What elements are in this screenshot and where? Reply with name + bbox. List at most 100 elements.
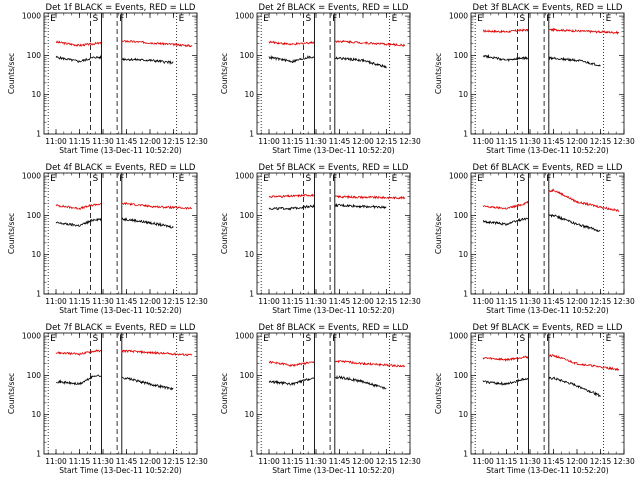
- marker-label-e: E: [50, 14, 56, 24]
- x-tick-label: 11:00: [472, 297, 494, 306]
- x-tick-label: 12:15: [163, 457, 185, 466]
- panel-title: Det 8f BLACK = Events, RED = LLD: [259, 323, 409, 333]
- events-series-line: [55, 54, 174, 66]
- x-tick-label: 12:30: [399, 457, 421, 466]
- events-series-line: [482, 376, 601, 398]
- plot-frame: [470, 12, 625, 135]
- y-axis-label: Counts/sec: [434, 53, 443, 94]
- y-tick-label: 1: [463, 450, 468, 459]
- events-series-line: [55, 217, 174, 229]
- x-tick-label: 12:15: [163, 137, 185, 146]
- x-tick-label: 12:30: [399, 297, 421, 306]
- marker-label-s: S: [305, 14, 311, 24]
- y-tick-label: 1: [249, 130, 254, 139]
- x-tick-label: 11:00: [258, 457, 280, 466]
- y-axis-label: Counts/sec: [7, 213, 16, 254]
- x-tick-label: 12:00: [352, 137, 374, 146]
- lld-series-line: [482, 353, 620, 372]
- y-tick-label: 1: [249, 290, 254, 299]
- plot-frame: [256, 172, 411, 295]
- y-tick-label: 1000: [449, 172, 468, 181]
- marker-label-s: S: [305, 334, 311, 344]
- lld-series-line: [483, 27, 620, 35]
- y-tick-label: 10: [244, 410, 254, 419]
- y-axis-label: Counts/sec: [7, 373, 16, 414]
- x-axis-label: Start Time (13-Dec-11 10:52:20): [272, 146, 394, 155]
- x-tick-label: 12:00: [566, 137, 588, 146]
- panel-title: Det 9f BLACK = Events, RED = LLD: [473, 323, 623, 333]
- marker-label-s: S: [92, 334, 98, 344]
- x-tick-label: 12:30: [613, 137, 635, 146]
- x-tick-label: 11:15: [282, 137, 304, 146]
- x-tick-label: 11:30: [92, 297, 114, 306]
- x-tick-label: 11:15: [282, 457, 304, 466]
- x-axis-label: Start Time (13-Dec-11 10:52:20): [486, 306, 608, 315]
- y-tick-label: 100: [240, 51, 255, 60]
- x-axis-label: Start Time (13-Dec-11 10:52:20): [272, 306, 394, 315]
- x-tick-label: 11:15: [496, 137, 518, 146]
- y-axis-label: Counts/sec: [220, 53, 229, 94]
- x-tick-label: 12:00: [352, 457, 374, 466]
- y-tick-label: 100: [27, 51, 42, 60]
- lld-series-line: [482, 188, 620, 213]
- y-tick-label: 100: [454, 371, 469, 380]
- y-tick-label: 10: [458, 90, 468, 99]
- x-tick-label: 12:30: [613, 297, 635, 306]
- y-tick-label: 1000: [22, 172, 41, 181]
- marker-label-e: E: [50, 174, 56, 184]
- x-tick-label: 11:30: [519, 137, 541, 146]
- panel-title: Det 2f BLACK = Events, RED = LLD: [259, 3, 409, 13]
- panel-det-1: Det 1f BLACK = Events, RED = LLD 1 10 100 10…: [7, 3, 208, 155]
- marker-label-e: E: [392, 334, 398, 344]
- y-tick-label: 100: [240, 371, 255, 380]
- plot-frame: [43, 172, 198, 295]
- y-tick-label: 1000: [235, 332, 254, 341]
- x-axis-label: Start Time (13-Dec-11 10:52:20): [59, 466, 181, 475]
- y-tick-label: 1000: [22, 332, 41, 341]
- x-tick-label: 11:45: [116, 457, 138, 466]
- x-tick-label: 11:00: [258, 137, 280, 146]
- y-tick-label: 100: [454, 51, 469, 60]
- x-tick-label: 11:00: [45, 137, 67, 146]
- y-tick-label: 1: [249, 450, 254, 459]
- marker-label-e: E: [263, 14, 269, 24]
- x-tick-label: 11:30: [305, 297, 327, 306]
- x-tick-label: 11:30: [305, 457, 327, 466]
- x-tick-label: 11:00: [258, 297, 280, 306]
- marker-label-s: S: [92, 174, 98, 184]
- x-axis-label: Start Time (13-Dec-11 10:52:20): [486, 466, 608, 475]
- y-tick-label: 10: [458, 410, 468, 419]
- y-tick-label: 100: [240, 211, 255, 220]
- y-tick-label: 1: [36, 130, 41, 139]
- panel-det-3: Det 3f BLACK = Events, RED = LLD 1 10 100 10…: [434, 3, 635, 155]
- panel-det-8: Det 8f BLACK = Events, RED = LLD 1 10 100 10…: [220, 323, 421, 475]
- x-tick-label: 11:45: [329, 297, 351, 306]
- x-tick-label: 12:00: [139, 457, 161, 466]
- plot-frame: [43, 332, 198, 455]
- x-tick-label: 11:00: [472, 457, 494, 466]
- x-tick-label: 12:00: [566, 297, 588, 306]
- panel-det-9: Det 9f BLACK = Events, RED = LLD 1 10 100 10…: [434, 323, 635, 475]
- x-tick-label: 11:00: [472, 137, 494, 146]
- marker-label-s: S: [92, 14, 98, 24]
- y-tick-label: 1: [36, 290, 41, 299]
- marker-label-s: S: [305, 174, 311, 184]
- y-tick-label: 100: [454, 211, 469, 220]
- panel-det-2: Det 2f BLACK = Events, RED = LLD 1 10 100 10…: [220, 3, 421, 155]
- events-series-line: [56, 374, 174, 391]
- panel-det-6: Det 6f BLACK = Events, RED = LLD 1 10 100 10…: [434, 163, 635, 315]
- marker-label-e: E: [606, 334, 612, 344]
- y-axis-label: Counts/sec: [220, 213, 229, 254]
- x-tick-label: 11:45: [329, 457, 351, 466]
- panel-title: Det 4f BLACK = Events, RED = LLD: [46, 163, 196, 173]
- lld-series-line: [55, 39, 193, 48]
- marker-label-e: E: [50, 334, 56, 344]
- y-tick-label: 1: [36, 450, 41, 459]
- x-tick-label: 11:30: [519, 457, 541, 466]
- x-tick-label: 11:00: [45, 297, 67, 306]
- x-tick-label: 11:30: [92, 457, 114, 466]
- y-tick-label: 10: [31, 410, 41, 419]
- x-axis-label: Start Time (13-Dec-11 10:52:20): [59, 146, 181, 155]
- events-series-line: [268, 202, 387, 211]
